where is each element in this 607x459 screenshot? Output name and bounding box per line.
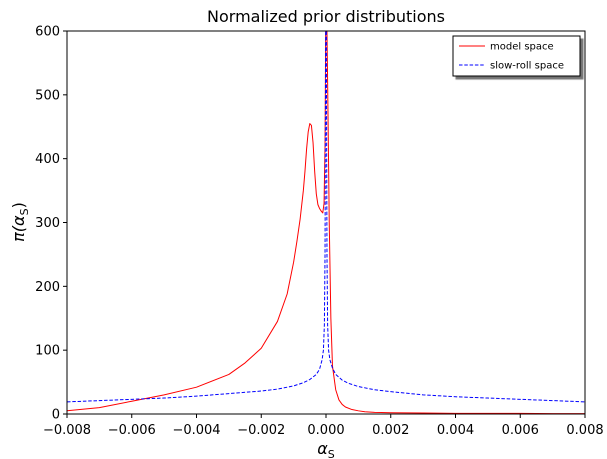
x-tick-label: −0.006 <box>108 423 156 438</box>
x-axis: −0.008 −0.006 −0.004 −0.002 0.000 0.002 0.004 0… <box>43 414 604 438</box>
y-axis-label-close: ) <box>9 202 28 208</box>
y-tick-label: 100 <box>35 344 60 359</box>
y-axis-label: π(αS) <box>9 202 31 242</box>
x-axis-label-subscript: S <box>328 448 335 459</box>
legend-label-model-space: model space <box>490 42 554 53</box>
x-tick-label: 0.006 <box>502 423 539 438</box>
series-line-slow-roll-space <box>67 31 585 403</box>
y-tick-label: 400 <box>35 152 60 167</box>
y-axis-label-main: π(α <box>9 215 28 242</box>
chart-title: Normalized prior distributions <box>207 7 445 26</box>
y-tick-label: 600 <box>35 25 60 40</box>
plot-frame <box>66 30 586 415</box>
series-line-model-space <box>67 31 585 414</box>
x-tick-label: −0.008 <box>43 423 91 438</box>
y-axis: 0 100 200 300 400 500 600 <box>35 25 67 423</box>
x-tick-label: −0.002 <box>237 423 285 438</box>
y-tick-label: 0 <box>52 408 60 423</box>
x-tick-label: 0.002 <box>372 423 409 438</box>
y-tick-label: 200 <box>35 280 60 295</box>
legend-label-slow-roll-space: slow-roll space <box>490 61 564 72</box>
x-tick-label: 0.000 <box>307 423 344 438</box>
series-layer <box>67 31 585 414</box>
x-tick-label: −0.004 <box>172 423 220 438</box>
legend-box <box>452 35 581 77</box>
y-tick-label: 500 <box>35 88 60 103</box>
y-tick-label: 300 <box>35 216 60 231</box>
x-tick-label: 0.008 <box>566 423 603 438</box>
x-axis-label-main: α <box>317 439 328 458</box>
legend: model space slow-roll space <box>452 35 581 77</box>
x-tick-label: 0.004 <box>437 423 474 438</box>
x-axis-label: αS <box>317 439 335 459</box>
y-axis-label-subscript: S <box>18 208 31 215</box>
